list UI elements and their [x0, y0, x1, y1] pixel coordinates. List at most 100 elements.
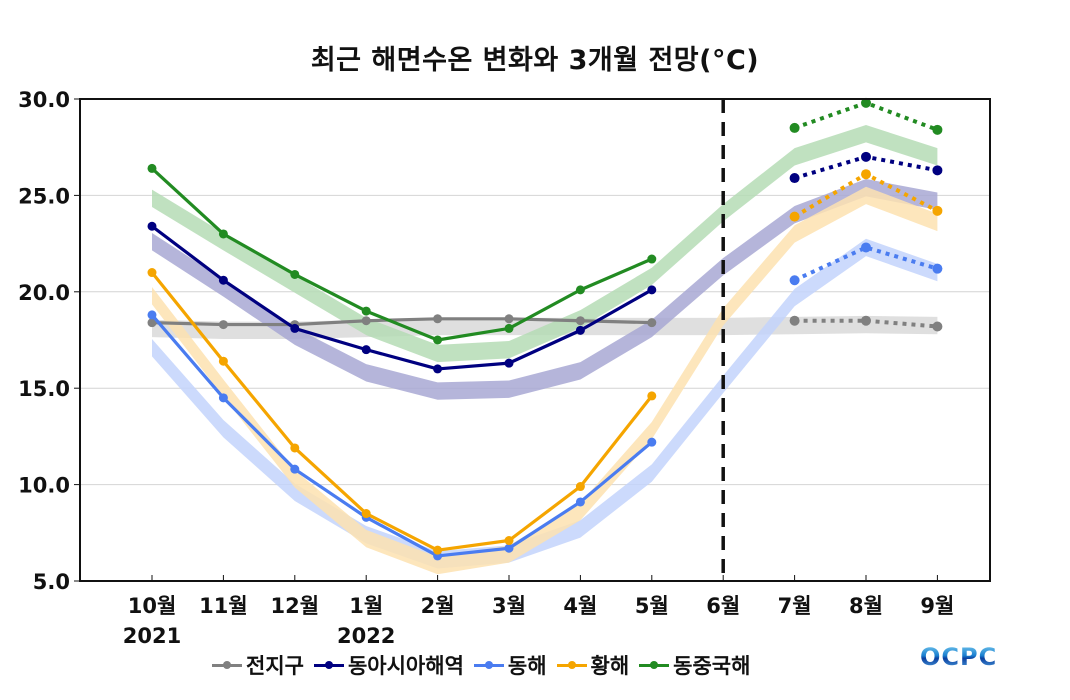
observed-point — [575, 285, 585, 295]
observed-point — [575, 325, 585, 335]
observed-point — [647, 285, 657, 295]
tick-labels: 5.0 10.0 15.0 20.0 25.0 30.0 10월 11월 12월 1월 2월 3월 4월… — [18, 88, 954, 648]
forecast-line-전지구 — [794, 318, 938, 329]
observed-line-황해 — [150, 271, 654, 552]
x-tick-label: 9월 — [920, 594, 954, 618]
y-tick-label: 5.0 — [33, 570, 70, 594]
forecast-point — [789, 315, 800, 326]
forecast-point — [861, 151, 871, 162]
forecast-point — [932, 165, 943, 176]
observed-point — [147, 268, 157, 278]
ocpc-logo: OCPC — [920, 643, 998, 671]
forecast-point — [861, 169, 871, 180]
legend-marker-icon — [473, 659, 504, 671]
y-tick-label: 20.0 — [18, 281, 70, 305]
x-tick-label: 7월 — [778, 594, 812, 618]
observed-point — [147, 163, 157, 173]
x-tick-label: 4월 — [563, 594, 597, 618]
observed-point — [218, 356, 228, 366]
observed-line-동아시아해역 — [151, 224, 653, 371]
forecast-point — [932, 263, 943, 274]
observed-point — [290, 443, 300, 453]
observed-point — [433, 335, 443, 345]
forecast-point — [932, 321, 943, 332]
observed-point — [290, 464, 300, 474]
x-tick-label: 12월 — [271, 594, 320, 618]
y-tick-label: 25.0 — [18, 184, 70, 208]
legend: 전지구 동아시아해역 동해 황해 동중국해 — [212, 650, 760, 680]
plot-frame — [79, 98, 991, 582]
observed-point — [504, 358, 514, 368]
forecast-point — [789, 275, 800, 286]
forecast-point — [789, 211, 800, 222]
observed-point — [361, 316, 371, 326]
observed-point — [147, 310, 157, 320]
observed-point — [647, 437, 657, 447]
observed-point — [647, 391, 657, 401]
forecast-point — [789, 173, 800, 184]
year-label: 2021 — [123, 624, 181, 648]
legend-item: 황해 — [556, 650, 630, 680]
observed-point — [504, 543, 514, 553]
legend-marker-icon — [212, 659, 242, 671]
observed-point — [433, 364, 443, 374]
legend-label: 동중국해 — [673, 654, 751, 678]
climatology-bands — [152, 125, 938, 575]
legend-label: 전지구 — [246, 654, 304, 678]
observed-line-전지구 — [151, 317, 652, 327]
x-tick-label: 8월 — [849, 594, 883, 618]
year-label: 2022 — [337, 624, 395, 648]
y-tick-label: 15.0 — [18, 377, 70, 401]
observed-point — [361, 345, 371, 355]
observed-point — [147, 221, 157, 231]
legend-marker-icon — [639, 659, 670, 671]
legend-item: 동아시아해역 — [313, 650, 464, 680]
x-tick-label: 6월 — [706, 594, 740, 618]
forecast-point — [861, 242, 871, 253]
observed-point — [575, 482, 585, 492]
legend-label: 황해 — [590, 654, 630, 678]
observed-point — [504, 323, 514, 333]
legend-item: 동중국해 — [639, 650, 750, 680]
forecast-point — [861, 315, 871, 326]
series-lines — [147, 97, 943, 561]
y-tick-label: 30.0 — [18, 88, 70, 112]
observed-point — [218, 393, 228, 403]
observed-point — [647, 318, 657, 328]
chart-title: 최근 해면수온 변화와 3개월 전망(°C) — [310, 45, 760, 76]
legend-item: 전지구 — [212, 650, 304, 680]
forecast-point — [932, 205, 943, 216]
observed-point — [647, 254, 657, 264]
forecast-line-동해 — [793, 245, 938, 283]
observed-point — [433, 545, 443, 555]
legend-label: 동해 — [507, 654, 547, 678]
observed-line-동해 — [150, 313, 653, 558]
observed-point — [433, 314, 443, 324]
legend-marker-icon — [556, 659, 587, 671]
observed-point — [575, 316, 585, 326]
observed-point — [218, 229, 228, 239]
x-tick-label: 10월 — [128, 594, 177, 618]
axes — [74, 98, 991, 582]
forecast-point — [932, 124, 943, 135]
climatology-band-동해 — [152, 238, 938, 569]
legend-marker-icon — [313, 659, 344, 671]
x-tick-label: 5월 — [635, 594, 669, 618]
forecast-point — [861, 97, 871, 108]
observed-point — [504, 314, 514, 324]
observed-point — [575, 497, 585, 507]
y-tick-label: 10.0 — [18, 474, 70, 498]
observed-point — [147, 318, 157, 328]
observed-point — [218, 275, 228, 285]
x-tick-label: 2월 — [421, 594, 455, 618]
legend-item: 동해 — [473, 650, 547, 680]
x-tick-label: 11월 — [199, 594, 248, 618]
legend-label: 동아시아해역 — [347, 654, 464, 678]
observed-line-동중국해 — [150, 167, 653, 342]
observed-point — [361, 306, 371, 316]
observed-point — [290, 269, 300, 279]
observed-point — [290, 323, 300, 333]
observed-point — [361, 509, 371, 519]
observed-point — [218, 320, 228, 330]
